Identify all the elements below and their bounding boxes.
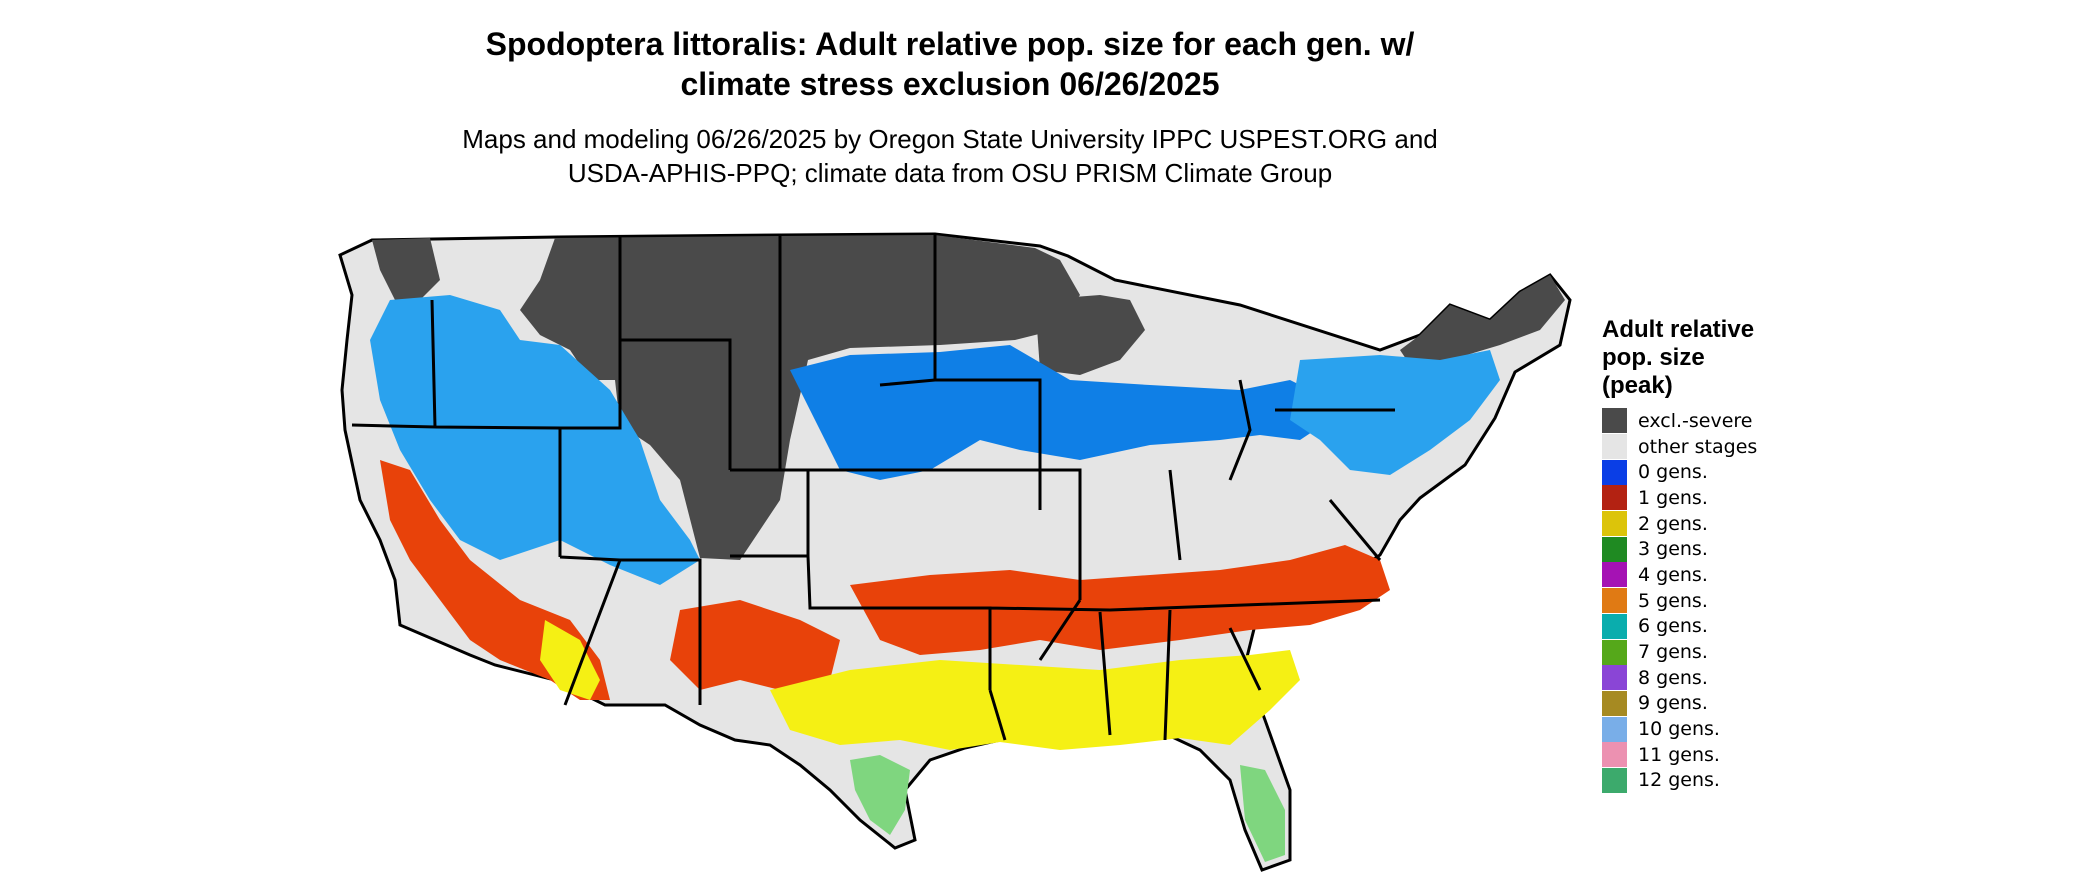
legend-item: other stages (1602, 434, 1757, 460)
legend-swatch (1602, 459, 1627, 485)
legend-label: 2 gens. (1638, 512, 1708, 535)
legend-swatch (1602, 665, 1627, 691)
legend-item: 6 gens. (1602, 613, 1757, 640)
legend-item: 10 gens. (1602, 716, 1757, 742)
legend-label: 9 gens. (1638, 692, 1708, 715)
legend-swatch (1602, 511, 1627, 537)
legend-label: 7 gens. (1638, 641, 1708, 664)
legend-swatch (1602, 716, 1627, 742)
legend-title-line: Adult relative (1602, 316, 1755, 343)
legend-item: 3 gens. (1602, 536, 1757, 562)
legend-item: 1 gens. (1602, 485, 1757, 511)
legend-label: excl.-severe (1638, 409, 1753, 432)
legend-label: 1 gens. (1638, 486, 1708, 509)
legend-item: 7 gens. (1602, 639, 1757, 665)
map-title-line-2: climate stress exclusion 06/26/2025 (680, 66, 1220, 102)
map-subtitle: Maps and modeling 06/26/2025 by Oregon S… (350, 122, 1550, 190)
legend-swatch (1602, 588, 1627, 614)
legend-swatch (1602, 613, 1627, 639)
legend-swatch (1602, 434, 1627, 460)
legend-swatch (1602, 639, 1627, 665)
legend-label: other stages (1638, 435, 1758, 458)
legend-item: 8 gens. (1602, 665, 1757, 691)
legend-label: 8 gens. (1638, 666, 1708, 689)
zero-gen-zone-west (370, 295, 700, 585)
legend-label: 6 gens. (1638, 615, 1708, 638)
zero-gen-zone-northeast (1290, 350, 1500, 475)
late-gen-zone-florida (1240, 765, 1285, 862)
legend-swatch (1602, 485, 1627, 511)
legend-title-line: pop. size (1602, 344, 1705, 371)
map-title-line-1: Spodoptera littoralis: Adult relative po… (485, 26, 1415, 62)
map-subtitle-line-1: Maps and modeling 06/26/2025 by Oregon S… (462, 124, 1438, 154)
excluded-region-northeast (1400, 275, 1565, 365)
legend-label: 11 gens. (1638, 743, 1720, 766)
legend-item: 0 gens. (1602, 459, 1757, 485)
legend-item: 4 gens. (1602, 562, 1757, 588)
legend-label: 4 gens. (1638, 563, 1708, 586)
legend-label: 5 gens. (1638, 589, 1708, 612)
legend-label: 0 gens. (1638, 461, 1708, 484)
legend-items: excl.-severe other stages 0 gens. 1 gens. 2 … (1602, 408, 1757, 793)
conus-map (338, 232, 1572, 872)
state-borders (351, 235, 1395, 741)
legend-swatch (1602, 690, 1627, 716)
legend-swatch (1602, 742, 1627, 768)
zero-gen-zone-central (790, 345, 1330, 480)
legend-item: 9 gens. (1602, 690, 1757, 717)
excluded-region-pacific-northwest (372, 238, 440, 300)
one-gen-zone-southern-band (850, 545, 1390, 655)
legend-swatch (1602, 536, 1627, 562)
legend-item: excl.-severe (1602, 408, 1757, 434)
excluded-region-northern-plains (520, 235, 1080, 560)
legend-title: Adult relative pop. size (peak) (1602, 316, 1757, 400)
map-title: Spodoptera littoralis: Adult relative po… (350, 24, 1550, 104)
legend-item: 12 gens. (1602, 767, 1757, 794)
map-legend: Adult relative pop. size (peak) excl.-se… (1602, 316, 1757, 793)
legend-item: 5 gens. (1602, 588, 1757, 614)
late-gen-zone-texas (850, 755, 910, 835)
two-gen-zone-southwest (540, 620, 600, 700)
legend-label: 3 gens. (1638, 538, 1708, 561)
map-subtitle-line-2: USDA-APHIS-PPQ; climate data from OSU PR… (567, 158, 1333, 188)
legend-label: 10 gens. (1638, 718, 1720, 741)
one-gen-zone-southwest (670, 600, 840, 690)
legend-title-line: (peak) (1602, 372, 1673, 399)
legend-label: 12 gens. (1638, 769, 1720, 792)
legend-swatch (1602, 767, 1627, 793)
excluded-region-upper-midwest (1035, 295, 1145, 375)
legend-item: 11 gens. (1602, 742, 1757, 768)
legend-swatch (1602, 562, 1627, 588)
legend-swatch (1602, 408, 1627, 434)
legend-item: 2 gens. (1602, 511, 1757, 537)
